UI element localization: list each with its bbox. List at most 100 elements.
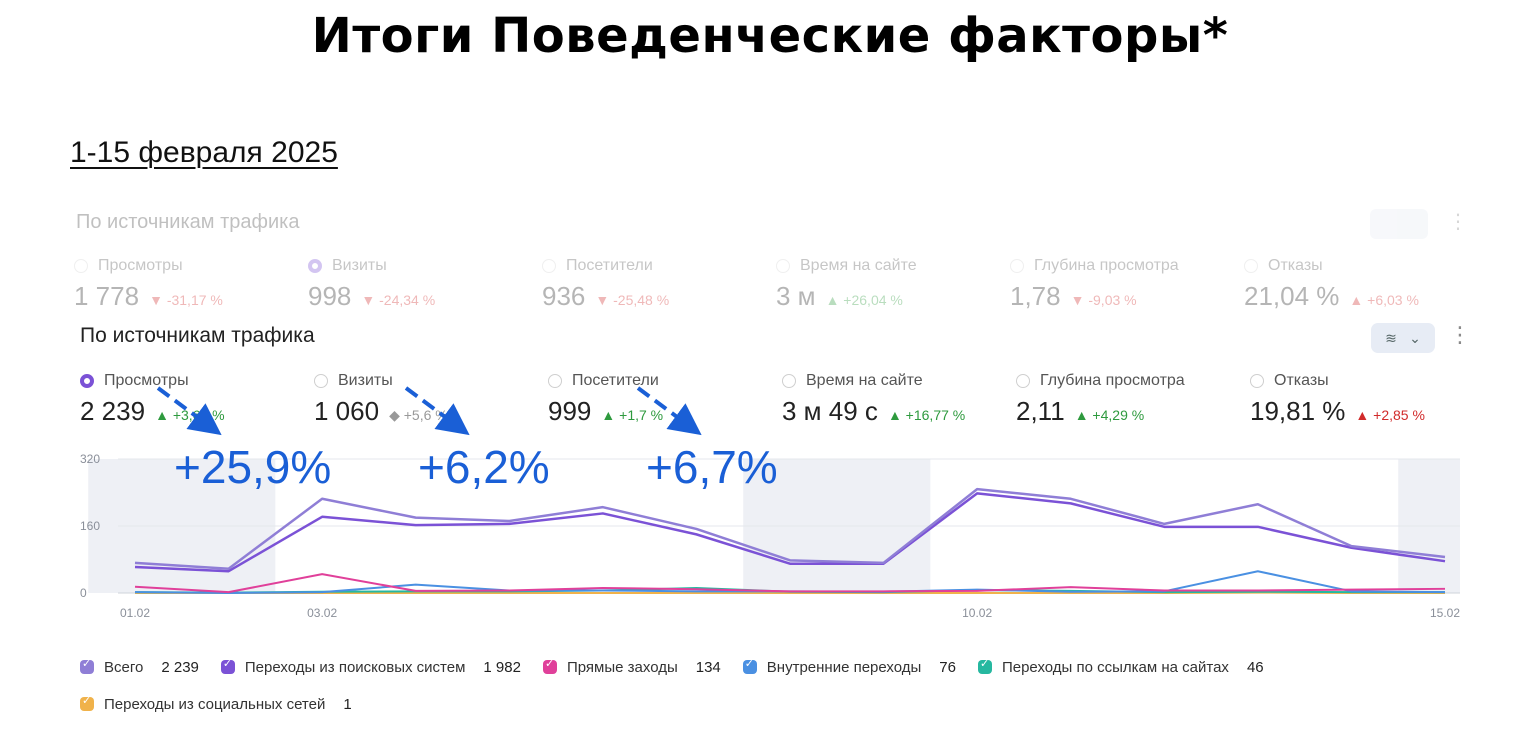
metric-depth[interactable]: Глубина просмотра 2,11 ▲ +4,29 % (1016, 372, 1185, 432)
radio[interactable] (782, 374, 796, 388)
radio[interactable] (548, 374, 562, 388)
radio[interactable] (1016, 374, 1030, 388)
annotation-visits-growth: +6,2% (418, 441, 550, 493)
legend-value: 76 (939, 658, 956, 676)
legend-label: Всего (104, 658, 144, 676)
ghost-metric-value: 3 м (776, 281, 816, 311)
annotation-arrow (404, 386, 470, 436)
metric-bounce[interactable]: Отказы 19,81 % ▲ +2,85 % (1250, 372, 1425, 432)
page-title: Итоги Поведенческие факторы* (311, 8, 1229, 64)
y-tick-label: 0 (80, 586, 87, 600)
metric-label: Глубина просмотра (1040, 372, 1185, 389)
ghost-metric-value: 1,78 (1010, 281, 1061, 311)
metric-delta: ▲ +4,29 % (1074, 407, 1145, 423)
metric-label: Посетители (572, 372, 659, 389)
series-line (134, 487, 1446, 570)
radio[interactable] (1250, 374, 1264, 388)
ghost-metric-label: Визиты (332, 257, 387, 274)
legend-label: Внутренние переходы (766, 658, 922, 676)
metric-value: 2 239 (80, 396, 146, 426)
x-tick-label: 10.02 (962, 606, 992, 620)
metric-visitors[interactable]: Посетители 999 ▲ +1,7 % (548, 372, 663, 432)
metric-value: 2,11 (1016, 396, 1065, 426)
metric-delta: ▲ +1,7 % (601, 407, 664, 423)
checkbox-icon[interactable] (542, 657, 557, 674)
chart-settings-button[interactable]: ≋ ⌄ (1371, 323, 1435, 353)
ghost-metric-visits: Визиты 998 ▼ -24,34 % (308, 257, 435, 317)
metric-visits[interactable]: Визиты 1 060 ◆ +5,6 % (314, 372, 448, 432)
metric-label: Просмотры (104, 372, 189, 389)
ghost-metric-visitors: Посетители 936 ▼ -25,48 % (542, 257, 669, 317)
ghost-metric-delta: ▲ +26,04 % (825, 292, 903, 308)
ghost-metric-views: Просмотры 1 778 ▼ -31,17 % (74, 257, 223, 317)
legend-item-total[interactable]: Всего 2 239 (80, 657, 199, 676)
metric-value: 19,81 % (1250, 396, 1346, 426)
chart-legend: Всего 2 239 Переходы из поисковых систем 1… (80, 654, 1480, 728)
ghost-metric-value: 998 (308, 281, 352, 311)
metric-delta: ◆ +5,6 % (389, 407, 448, 423)
legend-value: 46 (1246, 658, 1264, 676)
legend-label: Прямые заходы (566, 658, 678, 676)
y-tick-label: 160 (80, 519, 100, 533)
chevron-down-icon: ⌄ (1409, 329, 1421, 346)
ghost-metric-delta: ▲ +6,03 % (1349, 292, 1419, 308)
y-tick-label: 320 (80, 452, 100, 466)
ghost-metric-value: 1 778 (74, 281, 140, 311)
legend-label: Переходы из социальных сетей (104, 695, 326, 713)
ghost-panel-title: По источникам трафика (76, 211, 300, 233)
checkbox-icon[interactable] (742, 657, 757, 674)
ghost-metric-delta: ▼ -9,03 % (1070, 292, 1137, 308)
panel-title: По источникам трафика (80, 324, 315, 347)
ghost-metric-label: Просмотры (98, 257, 183, 274)
ghost-chart-settings-button (1370, 209, 1428, 239)
ghost-more-icon: ⋮ (1448, 211, 1468, 233)
series-line (134, 573, 1446, 594)
annotation-views-growth: +25,9% (174, 441, 332, 493)
metric-value: 1 060 (314, 396, 380, 426)
legend-value: 1 982 (483, 658, 521, 676)
metric-label: Визиты (338, 372, 393, 389)
legend-item-search[interactable]: Переходы из поисковых систем 1 982 (220, 657, 521, 676)
metric-value: 999 (548, 396, 592, 426)
checkbox-icon[interactable] (80, 657, 94, 674)
checkbox-icon[interactable] (977, 657, 992, 674)
legend-value: 1 (343, 695, 352, 713)
metric-delta: ▲ +16,77 % (887, 407, 966, 423)
legend-item-links[interactable]: Переходы по ссылкам на сайтах 46 (977, 657, 1264, 676)
more-menu-icon[interactable]: ⋮ (1449, 322, 1471, 347)
ghost-metric-value: 21,04 % (1244, 281, 1340, 311)
ghost-metric-delta: ▼ -24,34 % (361, 292, 436, 308)
traffic-line-chart: 0 160 320 01.02 03.02 10.02 15.02 (80, 452, 1460, 620)
annotation-visitors-growth: +6,7% (646, 441, 778, 493)
radio[interactable] (314, 374, 328, 388)
checkbox-icon[interactable] (80, 694, 94, 711)
period-label: 1-15 февраля 2025 (70, 136, 338, 169)
checkbox-icon[interactable] (220, 657, 235, 674)
ghost-metric-time: Время на сайте 3 м ▲ +26,04 % (776, 257, 917, 317)
ghost-metric-delta: ▼ -31,17 % (149, 292, 223, 308)
ghost-metric-label: Время на сайте (800, 257, 917, 274)
legend-item-direct[interactable]: Прямые заходы 134 (542, 657, 721, 676)
legend-item-social[interactable]: Переходы из социальных сетей 1 (80, 694, 352, 713)
metric-time-on-site[interactable]: Время на сайте 3 м 49 с ▲ +16,77 % (782, 372, 965, 432)
metric-value: 3 м 49 с (782, 396, 878, 426)
ghost-metric-label: Глубина просмотра (1034, 257, 1179, 274)
chart-type-icon: ≋ (1385, 329, 1397, 346)
metric-label: Отказы (1274, 372, 1329, 389)
radio-selected[interactable] (80, 374, 94, 388)
legend-item-internal[interactable]: Внутренние переходы 76 (742, 657, 956, 676)
legend-label: Переходы из поисковых систем (244, 658, 466, 676)
ghost-metric-value: 936 (542, 281, 586, 311)
metric-delta: ▲ +2,85 % (1355, 407, 1425, 423)
ghost-metric-depth: Глубина просмотра 1,78 ▼ -9,03 % (1010, 257, 1179, 317)
legend-value: 134 (695, 658, 721, 676)
ghost-metric-delta: ▼ -25,48 % (595, 292, 670, 308)
annotation-arrow (636, 386, 702, 436)
x-tick-label: 15.02 (1430, 606, 1460, 620)
series-line (134, 492, 1446, 573)
ghost-metric-bounce: Отказы 21,04 % ▲ +6,03 % (1244, 257, 1419, 317)
x-tick-label: 01.02 (120, 606, 150, 620)
annotation-arrow (156, 386, 222, 436)
ghost-panel: По источникам трафика ⋮ Просмотры 1 778 ▼… (72, 205, 1472, 315)
